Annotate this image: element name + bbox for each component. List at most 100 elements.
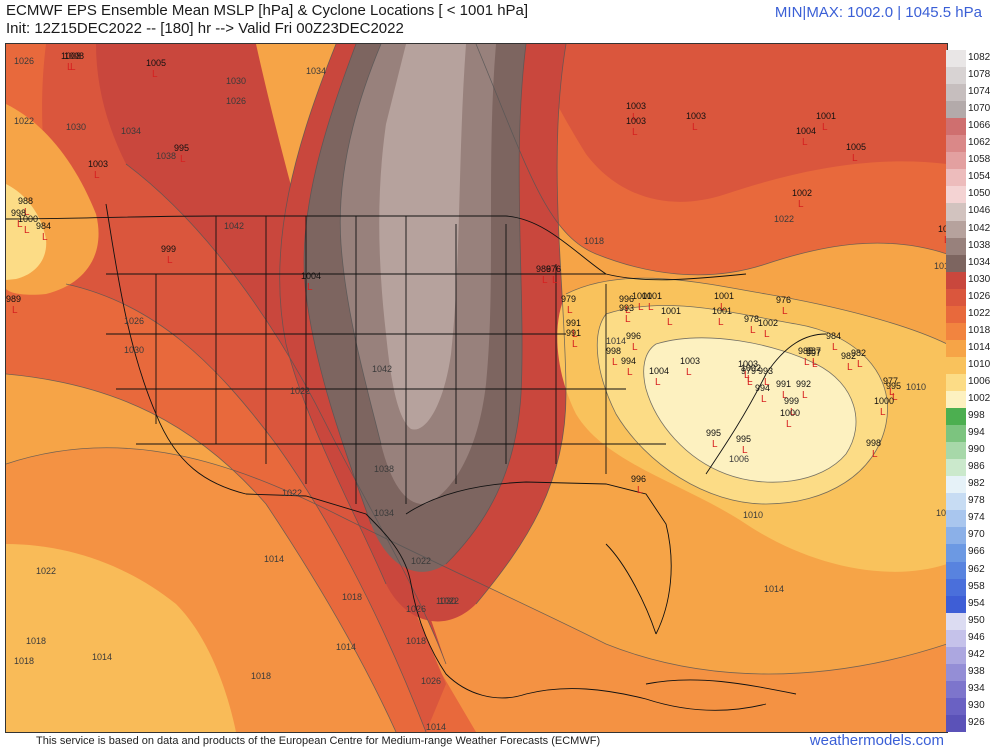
colorbar-label: 982 (968, 478, 985, 490)
low-symbol-icon: L (552, 275, 558, 286)
cyclone-pressure-label: 978 (744, 314, 759, 324)
colorbar-label: 1058 (968, 154, 991, 166)
isobar-label: 1018 (584, 236, 604, 246)
isobar-label: 1014 (92, 652, 112, 662)
low-symbol-icon: L (847, 362, 853, 373)
cyclone-pressure-label: 996 (631, 474, 646, 484)
isobar-label: 1022 (14, 116, 34, 126)
colorbar-swatch (946, 135, 966, 153)
low-symbol-icon: L (94, 170, 100, 181)
low-symbol-icon: L (632, 127, 638, 138)
cyclone-pressure-label: 999 (161, 244, 176, 254)
cyclone-pressure-label: 1003 (626, 101, 646, 111)
low-symbol-icon: L (572, 339, 578, 350)
cyclone-pressure-label: 1003 (88, 159, 108, 169)
low-symbol-icon: L (572, 329, 578, 340)
cyclone-pressure-label: 991 (776, 379, 791, 389)
cyclone-pressure-label: 1004 (301, 271, 321, 281)
isobar-label: 1018 (342, 592, 362, 602)
colorbar-swatch (946, 527, 966, 545)
cyclone-pressure-label: 1002 (792, 188, 812, 198)
low-symbol-icon: L (742, 445, 748, 456)
low-symbol-icon: L (761, 394, 767, 405)
low-symbol-icon: L (542, 275, 548, 286)
isobar-label: 1034 (121, 126, 141, 136)
isobar-label: 1030 (226, 76, 246, 86)
isobar-label: 1018 (251, 671, 271, 681)
low-symbol-icon: L (17, 219, 23, 230)
cyclone-pressure-label: 976 (776, 295, 791, 305)
cyclone-pressure-label: 1001 (938, 224, 947, 234)
colorbar-label: 966 (968, 546, 985, 558)
colorbar-label: 1066 (968, 120, 991, 132)
low-symbol-icon: L (802, 390, 808, 401)
field-1014-west-coast (6, 184, 47, 280)
colorbar-label: 1046 (968, 205, 991, 217)
colorbar-swatch (946, 391, 966, 409)
colorbar-label: 986 (968, 461, 985, 473)
low-symbol-icon: L (637, 485, 643, 496)
cyclone-pressure-label: 998 (866, 438, 881, 448)
cyclone-pressure-label: 984 (36, 221, 51, 231)
colorbar-label: 1078 (968, 69, 991, 81)
isobar-label: 1022 (290, 386, 310, 396)
colorbar-swatch (946, 697, 966, 716)
colorbar-label: 1074 (968, 86, 991, 98)
colorbar-label: 1038 (968, 239, 991, 251)
colorbar-swatch (946, 271, 966, 290)
isobar-label: 1018 (14, 656, 34, 666)
brand-link[interactable]: weathermodels.com (809, 732, 944, 749)
cyclone-pressure-label: 986 (536, 264, 551, 274)
cyclone-pressure-label: 994 (755, 383, 770, 393)
low-symbol-icon: L (744, 370, 750, 381)
isobar-label: 1014 (936, 508, 947, 518)
isobar-label: 1026 (226, 96, 246, 106)
cyclone-pressure-label: 995 (174, 143, 189, 153)
low-symbol-icon: L (70, 62, 76, 73)
low-symbol-icon: L (612, 357, 618, 368)
cyclone-pressure-label: 992 (796, 379, 811, 389)
colorbar-label: 1054 (968, 171, 991, 183)
cyclone-pressure-label: 994 (621, 356, 636, 366)
colorbar-swatch (946, 510, 966, 528)
isobar-label: 1022 (439, 596, 459, 606)
low-symbol-icon: L (12, 305, 18, 316)
init-valid-line: Init: 12Z15DEC2022 -- [180] hr --> Valid… (6, 20, 404, 37)
low-symbol-icon: L (764, 329, 770, 340)
isobar-label: 1022 (282, 488, 302, 498)
cyclone-pressure-label: 988 (18, 196, 33, 206)
cyclone-pressure-label: 979 (561, 294, 576, 304)
colorbar-label: 1082 (968, 52, 991, 63)
cyclone-pressure-label: 989 (6, 294, 21, 304)
colorbar-label: 970 (968, 529, 985, 541)
low-symbol-icon: L (802, 137, 808, 148)
low-symbol-icon: L (24, 207, 30, 218)
cyclone-pressure-label: 996 (626, 331, 641, 341)
isobar-label: 1014 (264, 554, 284, 564)
colorbar-label: 942 (968, 648, 985, 660)
isobar-label: 1006 (729, 454, 749, 464)
low-symbol-icon: L (872, 449, 878, 460)
cyclone-pressure-label: 1003 (738, 359, 758, 369)
colorbar-swatch (946, 339, 966, 358)
low-symbol-icon: L (889, 387, 895, 398)
low-symbol-icon: L (880, 407, 886, 418)
low-symbol-icon: L (944, 235, 947, 246)
isobar-label: 1026 (14, 56, 34, 66)
colorbar-label: 978 (968, 495, 985, 507)
low-symbol-icon: L (648, 302, 654, 313)
